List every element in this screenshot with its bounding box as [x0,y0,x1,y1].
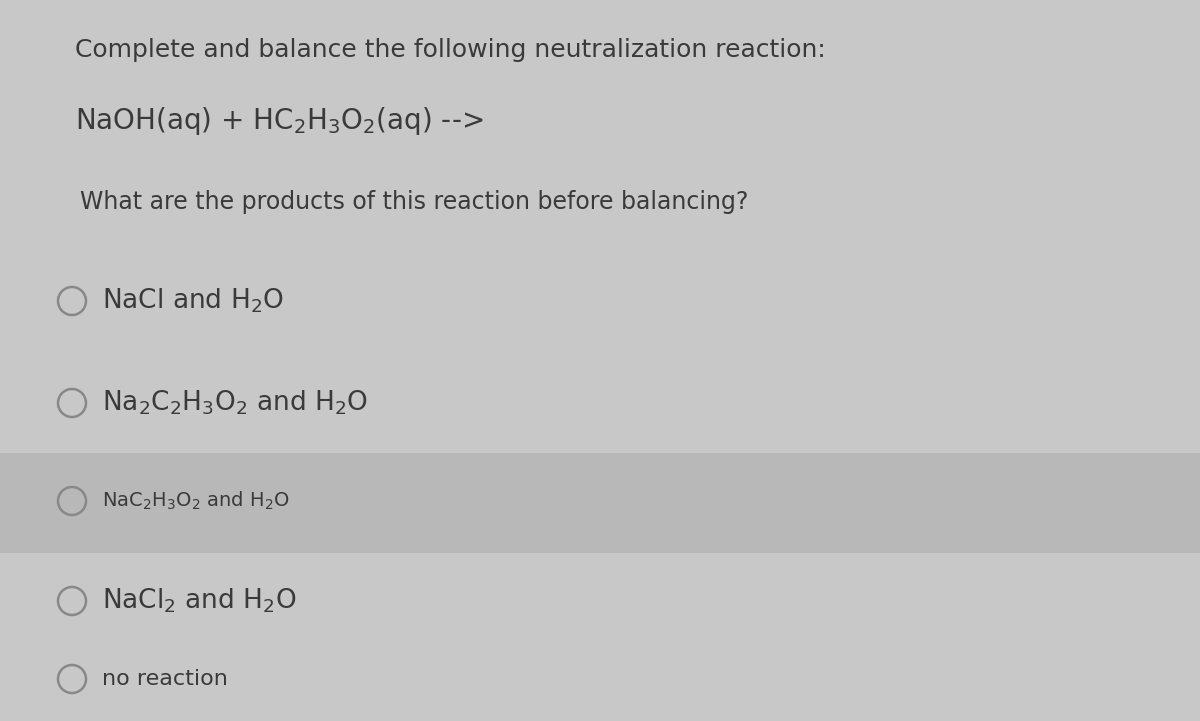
Text: What are the products of this reaction before balancing?: What are the products of this reaction b… [80,190,749,214]
Text: Na$_2$C$_2$H$_3$O$_2$ and H$_2$O: Na$_2$C$_2$H$_3$O$_2$ and H$_2$O [102,389,368,417]
Text: NaOH(aq) + HC$_2$H$_3$O$_2$(aq) -->: NaOH(aq) + HC$_2$H$_3$O$_2$(aq) --> [74,105,484,137]
Bar [0,453,1200,553]
Text: NaCl$_2$ and H$_2$O: NaCl$_2$ and H$_2$O [102,587,296,615]
Text: Complete and balance the following neutralization reaction:: Complete and balance the following neutr… [74,38,826,62]
Text: NaC$_2$H$_3$O$_2$ and H$_2$O: NaC$_2$H$_3$O$_2$ and H$_2$O [102,490,290,512]
Text: no reaction: no reaction [102,669,228,689]
Text: NaCl and H$_2$O: NaCl and H$_2$O [102,287,284,315]
